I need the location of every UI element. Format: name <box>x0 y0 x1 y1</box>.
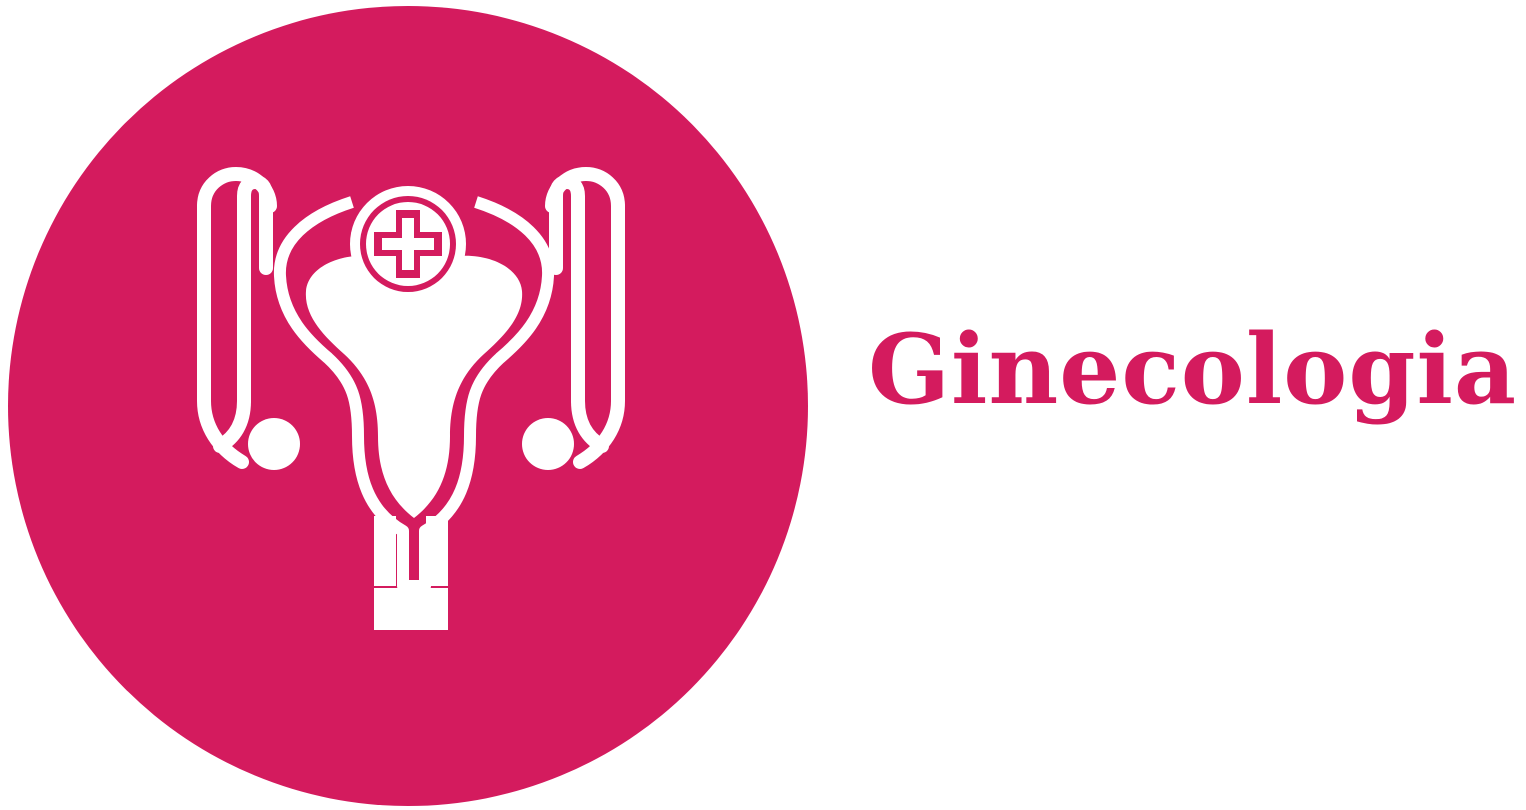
left-tube-top <box>197 166 277 213</box>
right-ovary <box>522 418 574 470</box>
left-tube-outer <box>197 199 251 469</box>
right-tube-outer <box>571 199 625 469</box>
cervix-right <box>426 516 448 586</box>
right-tube-top <box>545 166 625 213</box>
vaginal-base <box>374 588 448 630</box>
cervix-left <box>374 516 396 586</box>
logo-badge <box>8 6 808 806</box>
medical-cross-inner <box>382 218 434 270</box>
logo-title: Ginecologia <box>868 313 1518 426</box>
uterus-body <box>305 255 523 518</box>
uterus-medical-cross-icon <box>8 6 808 806</box>
left-ovary <box>248 418 300 470</box>
uterus-outline <box>273 196 555 592</box>
